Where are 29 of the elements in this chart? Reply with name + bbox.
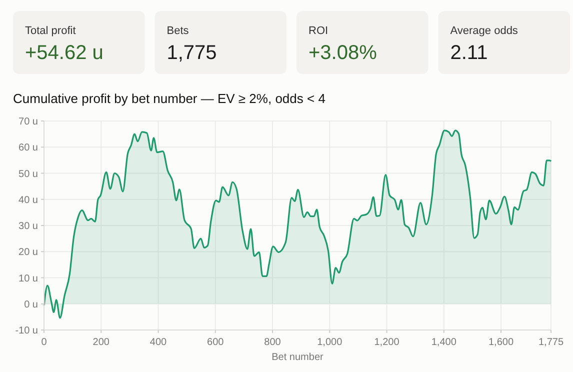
text: +54.62 u bbox=[25, 42, 104, 64]
x-tick-label: 1,600 bbox=[488, 337, 514, 348]
y-tick-label: 70 u bbox=[18, 116, 38, 128]
text: 1,775 bbox=[166, 42, 217, 64]
x-tick-label: 400 bbox=[150, 337, 168, 348]
y-tick-label: 0 u bbox=[24, 299, 38, 310]
x-tick-label: 1,775 bbox=[538, 337, 564, 348]
x-tick-label: 1,400 bbox=[431, 337, 457, 348]
x-tick-label: 800 bbox=[264, 337, 282, 348]
x-tick-label: 0 bbox=[41, 337, 48, 348]
y-tick-label: 10 u bbox=[18, 273, 38, 284]
category-label: ROI bbox=[308, 25, 328, 37]
x-tick-label: 1,000 bbox=[317, 337, 343, 348]
x-tick-label: 200 bbox=[92, 337, 110, 348]
category-label: Total profit bbox=[25, 25, 76, 37]
x-tick-label: 1,200 bbox=[374, 337, 400, 348]
y-tick-label: 60 u bbox=[18, 142, 38, 154]
y-tick-label: -10 u bbox=[15, 326, 38, 336]
x-axis-title: Bet number bbox=[272, 352, 324, 363]
text: +3.08% bbox=[308, 42, 377, 64]
category-label: Bets bbox=[166, 25, 190, 37]
y-tick-label: 50 u bbox=[18, 168, 38, 180]
y-tick-label: 40 u bbox=[18, 194, 38, 206]
text: 2.11 bbox=[450, 42, 488, 64]
y-tick-label: 20 u bbox=[18, 247, 38, 258]
y-tick-label: 30 u bbox=[18, 221, 38, 232]
chart-title: Cumulative profit by bet number — EV ≥ 2%, odds < 4 bbox=[13, 91, 326, 106]
category-label: Average odds bbox=[450, 25, 518, 37]
x-tick-label: 600 bbox=[207, 337, 224, 348]
